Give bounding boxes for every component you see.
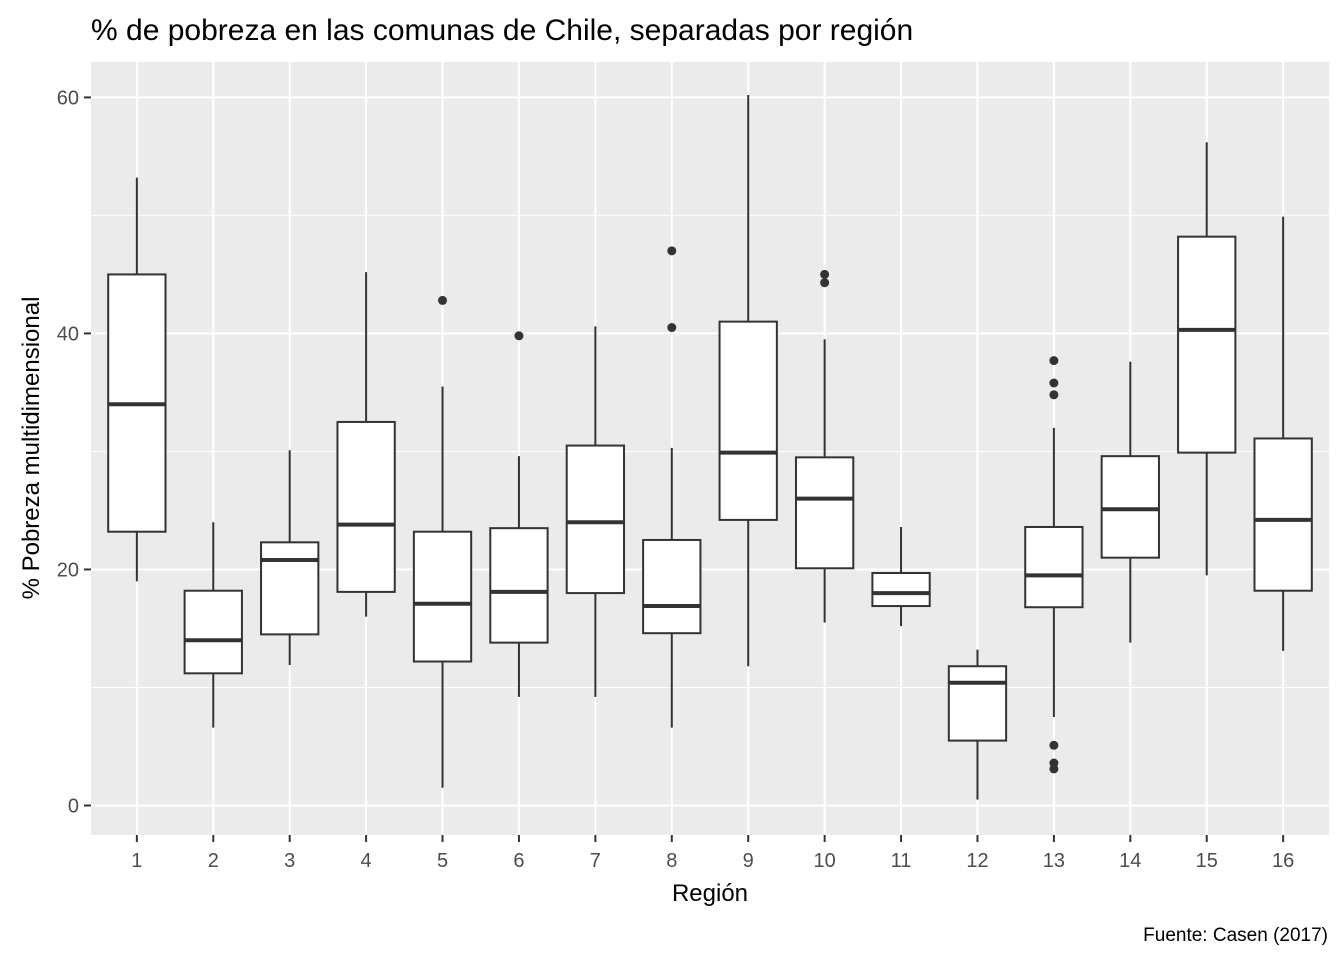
boxplot-region-9: [718, 95, 778, 667]
x-tick-label: 13: [1043, 850, 1065, 872]
boxplot-region-4: [336, 272, 396, 617]
outlier-point: [820, 269, 830, 279]
box-iqr: [1253, 437, 1313, 592]
x-tick-label: 2: [208, 850, 219, 872]
x-tick-label: 3: [284, 850, 295, 872]
boxplot-region-14: [1100, 361, 1160, 643]
boxplot-region-8: [642, 246, 702, 728]
x-tick-label: 16: [1272, 850, 1294, 872]
boxplot-region-15: [1177, 142, 1237, 576]
boxplots: [107, 95, 1313, 800]
x-tick-label: 15: [1196, 850, 1218, 872]
minor-gridlines: [91, 214, 1329, 688]
x-tick-label: 8: [666, 850, 677, 872]
box-iqr: [871, 572, 931, 608]
box-iqr: [1024, 525, 1084, 609]
boxplot-region-7: [565, 326, 626, 697]
boxplot-region-12: [947, 649, 1008, 800]
outlier-point: [1049, 390, 1059, 400]
x-tick-label: 9: [743, 850, 754, 872]
y-tick-label: 0: [68, 795, 79, 817]
x-tick-label: 12: [966, 850, 988, 872]
x-tick-label: 11: [891, 850, 912, 872]
box-iqr: [260, 541, 320, 636]
x-tick-label: 10: [814, 850, 836, 872]
x-axis-title: Región: [672, 880, 748, 907]
x-tick-label: 5: [437, 850, 448, 872]
box-iqr: [1177, 235, 1237, 454]
x-axis: 1 2 3 4 5 6 7 8 9 10 11 12 13 14 15 16: [131, 835, 1294, 872]
y-tick-label: 20: [57, 559, 79, 581]
box-iqr: [1100, 455, 1160, 559]
boxplot-region-1: [107, 177, 167, 582]
outlier-point: [820, 278, 830, 288]
boxplot-region-2: [183, 522, 243, 728]
box-iqr: [642, 538, 702, 635]
y-axis-title: % Pobreza multidimensional: [18, 297, 45, 600]
outlier-point: [667, 246, 677, 256]
y-tick-label: 40: [57, 323, 79, 345]
outlier-point: [514, 331, 524, 341]
x-tick-label: 14: [1119, 850, 1141, 872]
outlier-point: [438, 295, 448, 305]
box-iqr: [565, 444, 626, 595]
outlier-point: [1049, 764, 1059, 774]
x-tick-label: 4: [361, 850, 372, 872]
x-tick-label: 6: [513, 850, 524, 872]
box-iqr: [947, 665, 1008, 742]
outlier-point: [1049, 740, 1059, 750]
box-iqr: [489, 527, 549, 644]
box-iqr: [183, 589, 243, 675]
x-tick-label: 1: [131, 850, 142, 872]
box-iqr: [794, 456, 855, 570]
box-iqr: [336, 420, 396, 593]
boxplot-region-3: [260, 450, 320, 666]
boxplot-region-13: [1024, 356, 1084, 774]
plot-panel: [91, 62, 1329, 835]
boxplot-region-6: [489, 331, 549, 697]
boxplot-region-10: [794, 269, 855, 623]
caption: Fuente: Casen (2017): [1143, 925, 1328, 946]
x-tick-label: 7: [590, 850, 601, 872]
boxplot-region-16: [1253, 216, 1313, 651]
outlier-point: [667, 323, 677, 333]
box-iqr: [718, 320, 778, 521]
outlier-point: [1049, 378, 1059, 388]
box-iqr: [412, 530, 473, 663]
boxplot-region-5: [412, 295, 473, 788]
chart-title: % de pobreza en las comunas de Chile, se…: [91, 14, 913, 47]
y-tick-label: 60: [57, 87, 79, 109]
boxplot-region-11: [871, 526, 931, 627]
y-axis: 0 20 40 60: [57, 87, 91, 817]
outlier-point: [1049, 356, 1059, 366]
